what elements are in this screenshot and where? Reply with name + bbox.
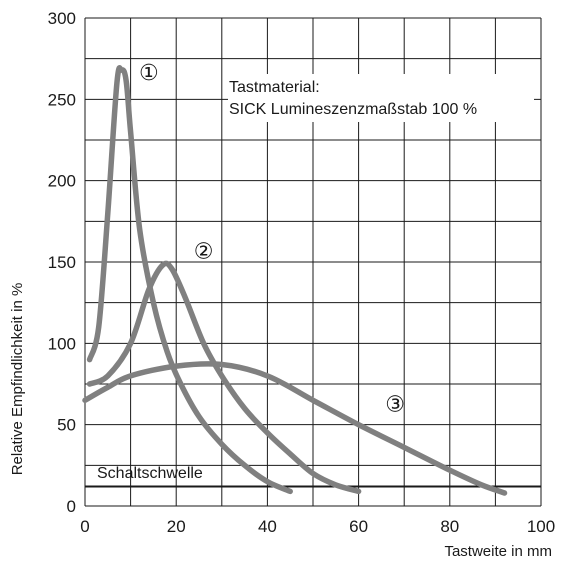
x-tick-label: 80 xyxy=(440,517,459,536)
y-tick-label: 150 xyxy=(48,253,76,272)
y-tick-label: 200 xyxy=(48,172,76,191)
series xyxy=(82,65,508,496)
annotation-background xyxy=(228,74,534,122)
x-tick-label: 40 xyxy=(258,517,277,536)
series-markers: ① ② ③ xyxy=(139,60,405,417)
series-marker-1: ① xyxy=(139,60,159,85)
series-line-1 xyxy=(86,65,293,495)
annotation-line1: Tastmaterial: xyxy=(229,79,320,96)
series-marker-2: ② xyxy=(194,239,214,264)
x-axis-label: Tastweite in mm xyxy=(444,543,552,560)
threshold-label: Schaltschwelle xyxy=(97,465,203,482)
x-tick-label: 60 xyxy=(349,517,368,536)
series-line-3 xyxy=(82,361,508,496)
series-marker-3: ③ xyxy=(385,392,405,417)
x-tick-label: 20 xyxy=(167,517,186,536)
y-axis-label: Relative Empfindlichkeit in % xyxy=(9,283,26,476)
y-tick-label: 100 xyxy=(48,334,76,353)
y-tick-label: 50 xyxy=(57,416,76,435)
y-tick-label: 300 xyxy=(48,9,76,28)
annotation-line2: SICK Lumineszenzmaßstab 100 % xyxy=(229,101,477,118)
y-tick-label: 0 xyxy=(67,497,76,516)
x-tick-label: 100 xyxy=(527,517,555,536)
x-tick-label: 0 xyxy=(80,517,89,536)
y-tick-label: 250 xyxy=(48,90,76,109)
axis-ticks: 0 20 40 60 80 100 0 50 100 150 200 250 300 xyxy=(48,9,556,536)
series-line-2 xyxy=(86,260,362,495)
